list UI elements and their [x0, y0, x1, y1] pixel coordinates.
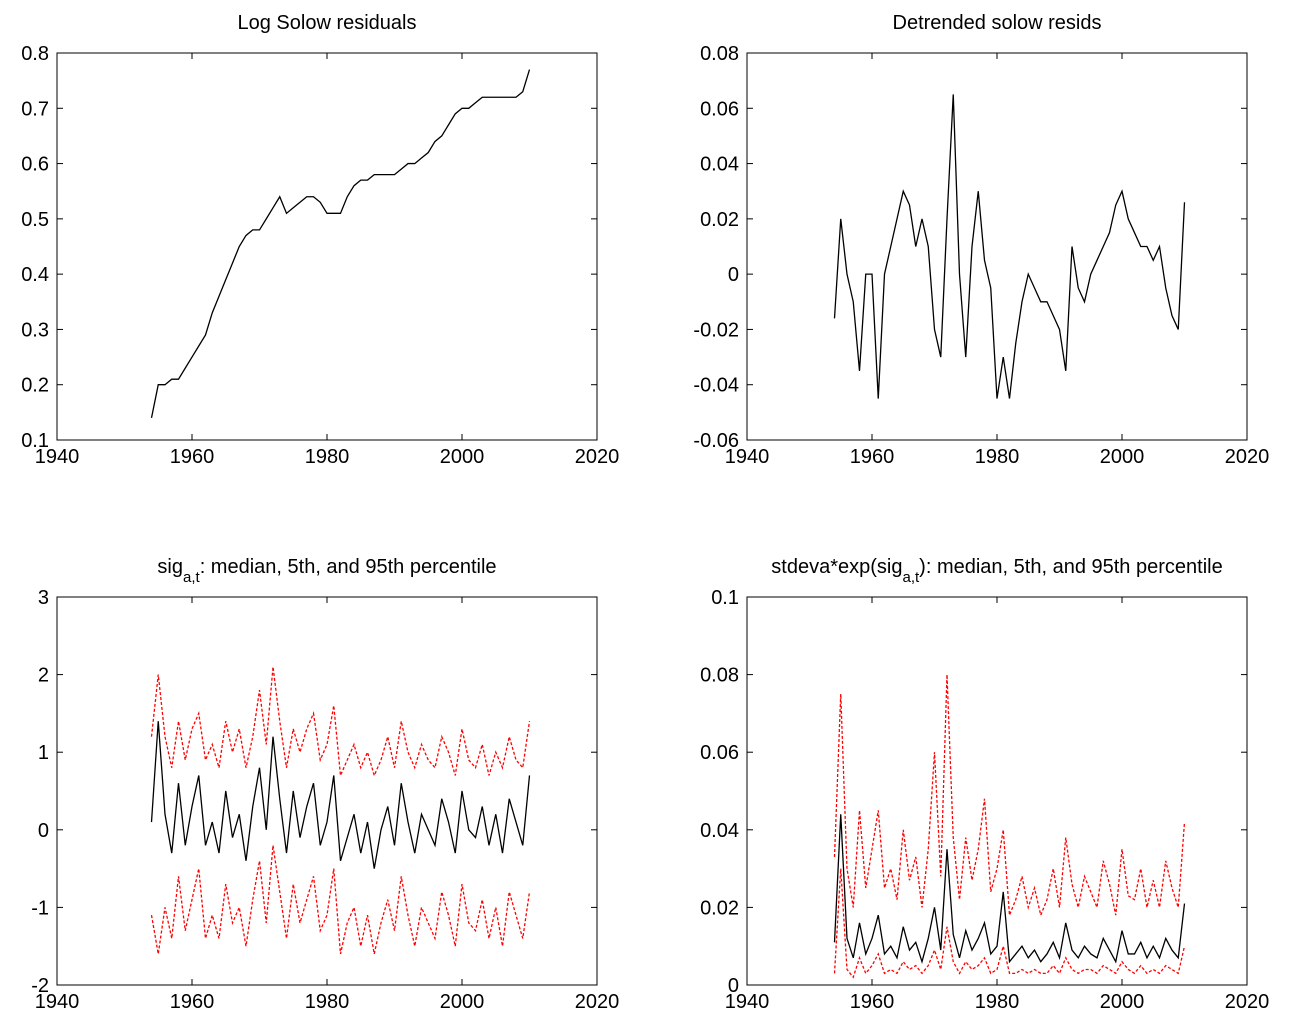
x-tick-label: 1980 [975, 991, 1020, 1013]
title-subscript: a,t [902, 569, 920, 586]
title-part: sig [157, 556, 183, 578]
title-part: stdeva*exp(sig [771, 556, 902, 578]
x-tick-label: 1960 [850, 991, 895, 1013]
x-tick-label: 1980 [305, 446, 350, 468]
title-subscript: a,t [183, 569, 201, 586]
series-line [833, 868, 1186, 979]
y-tick-label: 2 [38, 665, 49, 687]
y-tick-label: 0.08 [700, 665, 739, 687]
y-tick-label: 0.3 [21, 319, 49, 341]
axes-box [56, 52, 598, 441]
subplot-title: Detrended solow resids [893, 12, 1102, 34]
y-tick-label: 0.02 [700, 209, 739, 231]
x-tick-label: 2000 [440, 446, 485, 468]
y-tick-label: 0.04 [700, 820, 739, 842]
y-tick-label: 0 [728, 975, 739, 997]
y-tick-label: 0.7 [21, 98, 49, 120]
y-tick-label: 0.8 [21, 43, 49, 65]
x-tick-label: 1960 [850, 446, 895, 468]
x-tick-label: 2020 [575, 446, 620, 468]
x-tick-label: 1940 [35, 991, 80, 1013]
x-tick-label: 2000 [1100, 991, 1145, 1013]
x-tick-label: 1960 [170, 991, 215, 1013]
x-tick-label: 1940 [725, 991, 770, 1013]
x-tick-label: 1980 [305, 991, 350, 1013]
series-line [150, 666, 531, 779]
title-part: : median, 5th, and 95th percentile [200, 556, 497, 578]
y-tick-label: 0.06 [700, 742, 739, 764]
axes-box [746, 596, 1248, 986]
y-tick-label: 0.04 [700, 154, 739, 176]
y-tick-label: 1 [38, 742, 49, 764]
subplot: stdeva*exp(siga,t): median, 5th, and 95t… [700, 556, 1269, 1013]
subplot-title: stdeva*exp(siga,t): median, 5th, and 95t… [771, 556, 1222, 586]
y-tick-label: 0.1 [21, 430, 49, 452]
subplot: Detrended solow resids 1940 1960 1980 2000 20… [693, 12, 1269, 468]
subplot-title: siga,t: median, 5th, and 95th percentile [157, 556, 496, 586]
x-tick-label: 2000 [1100, 446, 1145, 468]
x-tick-label: 2020 [575, 991, 620, 1013]
y-tick-label: -0.04 [693, 375, 739, 397]
subplot-title: Log Solow residuals [238, 12, 417, 34]
y-tick-label: 0.06 [700, 98, 739, 120]
axes-box [746, 52, 1248, 441]
x-tick-label: 1940 [725, 446, 770, 468]
x-tick-label: 1980 [975, 446, 1020, 468]
series-line [833, 94, 1186, 399]
y-tick-label: 0.08 [700, 43, 739, 65]
series-line [150, 845, 531, 955]
y-tick-label: 0.4 [21, 264, 49, 286]
series-line [833, 814, 1186, 965]
y-tick-label: -0.02 [693, 319, 739, 341]
y-tick-label: 0.2 [21, 375, 49, 397]
series-line [833, 674, 1186, 918]
y-tick-label: 0 [728, 264, 739, 286]
y-tick-label: 0 [38, 820, 49, 842]
y-tick-label: 3 [38, 587, 49, 609]
y-tick-label: -0.06 [693, 430, 739, 452]
y-tick-label: 0.1 [711, 587, 739, 609]
x-tick-label: 2020 [1225, 446, 1270, 468]
x-tick-label: 1960 [170, 446, 215, 468]
y-tick-label: 0.5 [21, 209, 49, 231]
y-tick-label: 0.6 [21, 154, 49, 176]
axes-box [56, 596, 598, 986]
subplot: Log Solow residuals 1940 1960 1980 2000 2020 0… [21, 12, 619, 468]
y-tick-label: -1 [31, 897, 49, 919]
x-tick-label: 2020 [1225, 991, 1270, 1013]
y-tick-label: -2 [31, 975, 49, 997]
title-part: ): median, 5th, and 95th percentile [919, 556, 1223, 578]
x-tick-label: 1940 [35, 446, 80, 468]
y-tick-label: 0.02 [700, 897, 739, 919]
series-line [150, 69, 531, 419]
series-line [150, 721, 531, 869]
subplot: siga,t: median, 5th, and 95th percentile… [31, 556, 619, 1013]
x-tick-label: 2000 [440, 991, 485, 1013]
